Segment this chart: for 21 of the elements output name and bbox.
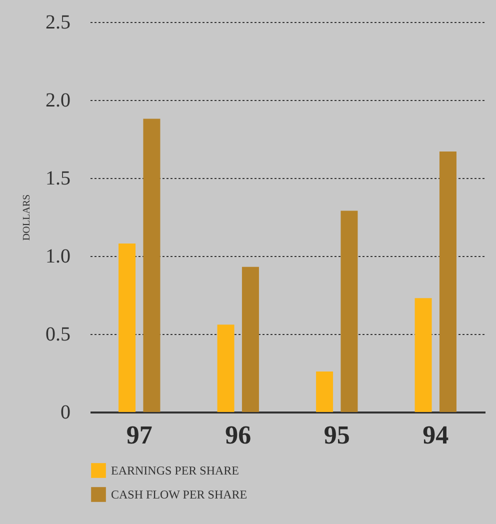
bar (242, 266, 259, 412)
x-tick-label: 94 (422, 420, 449, 450)
x-tick-label: 95 (324, 420, 350, 450)
bar (217, 324, 234, 412)
legend-label: EARNINGS PER SHARE (111, 464, 240, 478)
y-tick-label: 2.0 (46, 90, 70, 112)
bar (143, 118, 160, 412)
y-tick-label: 0 (60, 402, 70, 424)
y-tick-label: 2.5 (46, 12, 70, 34)
bar (118, 244, 136, 412)
x-tick-label: 97 (126, 420, 152, 450)
y-tick-label: 1.5 (46, 168, 70, 190)
y-tick-label: 1.0 (46, 246, 70, 268)
x-tick-label: 96 (225, 420, 252, 450)
bar (340, 210, 358, 412)
y-tick-label: 0.5 (46, 324, 70, 346)
bar (316, 371, 334, 412)
bar (439, 151, 456, 412)
y-axis-title: DOLLARS (22, 194, 32, 241)
bar (414, 298, 432, 412)
legend-label: CASH FLOW PER SHARE (111, 488, 248, 502)
